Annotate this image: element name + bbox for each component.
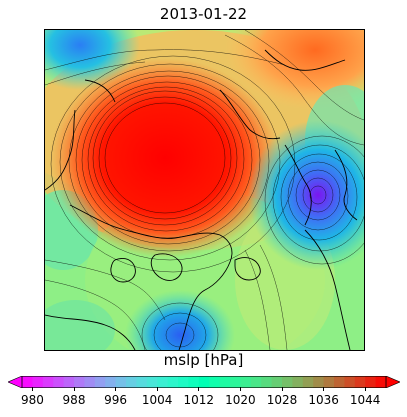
colorbar-segment bbox=[282, 376, 293, 388]
colorbar-tick-label: 1004 bbox=[141, 393, 173, 407]
colorbar-label: mslp [hPa] bbox=[163, 351, 244, 369]
colorbar-tick bbox=[156, 387, 158, 391]
colorbar-segment bbox=[375, 376, 387, 388]
colorbar-segment bbox=[365, 376, 377, 388]
colorbar-segment bbox=[84, 376, 96, 388]
colorbar-segment bbox=[146, 376, 158, 388]
colorbar-segment bbox=[53, 376, 65, 388]
colorbar-segment bbox=[292, 376, 304, 388]
colorbar-tick-label: 980 bbox=[20, 393, 44, 407]
colorbar-segment bbox=[198, 376, 210, 388]
colorbar-segment bbox=[344, 376, 356, 388]
colorbar-tick-label: 1036 bbox=[308, 393, 339, 407]
colorbar-segment bbox=[74, 376, 85, 388]
colorbar-tick-label: 996 bbox=[104, 393, 128, 407]
colorbar-segment bbox=[334, 376, 345, 388]
mslp-map bbox=[44, 29, 365, 351]
colorbar-segment bbox=[63, 376, 75, 388]
colorbar-segment bbox=[136, 376, 148, 388]
colorbar-segment bbox=[94, 376, 106, 388]
colorbar-segment bbox=[126, 376, 137, 388]
colorbar-segment bbox=[188, 376, 200, 388]
colorbar-segment bbox=[354, 376, 366, 388]
colorbar-segment bbox=[105, 376, 117, 388]
colorbar-segment bbox=[261, 376, 273, 388]
colorbar-tick bbox=[31, 387, 33, 391]
colorbar-tick-label: 1028 bbox=[266, 393, 298, 407]
colorbar-segment bbox=[167, 376, 179, 388]
colorbar-segment bbox=[219, 376, 231, 388]
colorbar-tick bbox=[281, 387, 283, 391]
colorbar-tick-label: 1012 bbox=[183, 393, 215, 407]
colorbar-segment bbox=[302, 376, 314, 388]
colorbar-tick-label: 1020 bbox=[225, 393, 256, 407]
colorbar-segment bbox=[271, 376, 283, 388]
low-pressure-center-east bbox=[248, 120, 364, 270]
colorbar-tick bbox=[73, 387, 75, 391]
colorbar-segment bbox=[32, 376, 44, 388]
map-title: 2013-01-22 bbox=[159, 5, 248, 23]
mslp-field bbox=[45, 30, 364, 350]
colorbar-segment bbox=[42, 376, 54, 388]
colorbar-tick bbox=[198, 387, 200, 391]
high-pressure-center-arctic bbox=[50, 58, 280, 258]
colorbar-segment bbox=[323, 376, 335, 388]
low-pressure-south bbox=[125, 290, 235, 350]
colorbar-segment bbox=[240, 376, 252, 388]
colorbar-graphic bbox=[7, 375, 401, 389]
colorbar-segment bbox=[22, 376, 33, 388]
colorbar-tick bbox=[364, 387, 366, 391]
colorbar-outline bbox=[21, 376, 387, 388]
colorbar bbox=[7, 373, 401, 389]
colorbar-segment bbox=[209, 376, 221, 388]
colorbar-tick bbox=[323, 387, 325, 391]
colorbar-segment bbox=[157, 376, 169, 388]
colorbar-ticks: 980 988 996 1004 1012 1020 1028 1036 1044 bbox=[0, 387, 407, 417]
colorbar-tick bbox=[239, 387, 241, 391]
colorbar-segment bbox=[250, 376, 262, 388]
colorbar-segment bbox=[313, 376, 325, 388]
colorbar-segment bbox=[178, 376, 189, 388]
colorbar-segment bbox=[230, 376, 241, 388]
isobars bbox=[45, 30, 364, 350]
colorbar-segment bbox=[115, 376, 127, 388]
coastlines bbox=[45, 49, 358, 350]
colorbar-tick-label: 988 bbox=[62, 393, 86, 407]
colorbar-tick bbox=[115, 387, 117, 391]
colorbar-tick-label: 1044 bbox=[349, 393, 381, 407]
